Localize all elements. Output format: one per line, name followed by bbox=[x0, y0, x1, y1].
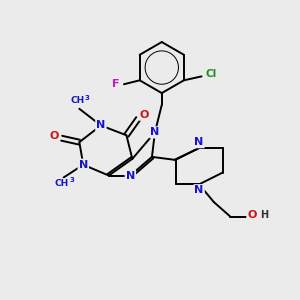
Text: N: N bbox=[126, 170, 135, 181]
Text: 3: 3 bbox=[85, 95, 90, 101]
Text: O: O bbox=[140, 110, 149, 120]
Text: N: N bbox=[96, 121, 106, 130]
Text: H: H bbox=[260, 210, 268, 220]
Text: F: F bbox=[112, 79, 120, 89]
Text: N: N bbox=[79, 160, 88, 170]
Text: O: O bbox=[49, 131, 58, 141]
Text: CH: CH bbox=[55, 179, 69, 188]
Text: 3: 3 bbox=[69, 177, 74, 183]
Text: N: N bbox=[194, 185, 204, 195]
Text: Cl: Cl bbox=[206, 69, 217, 80]
Text: N: N bbox=[194, 137, 204, 147]
Text: O: O bbox=[248, 210, 257, 220]
Text: N: N bbox=[150, 127, 160, 137]
Text: CH: CH bbox=[70, 96, 85, 105]
